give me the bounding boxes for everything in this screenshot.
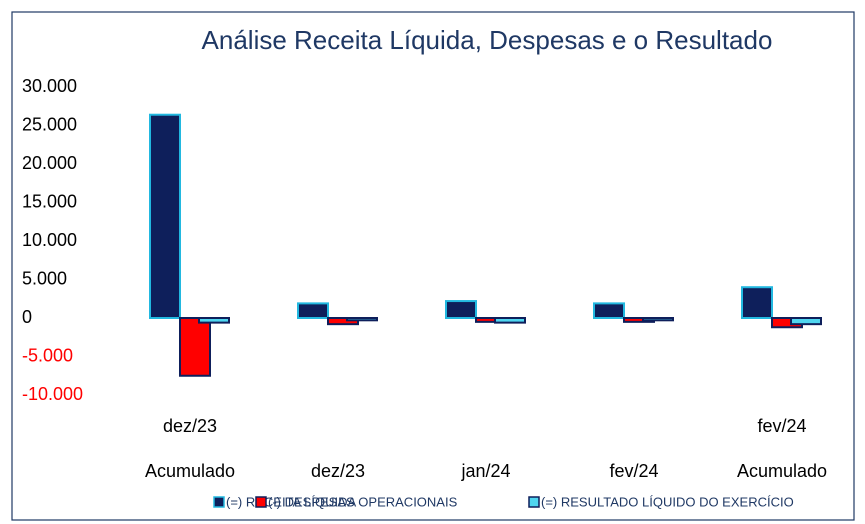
legend-swatch: [255, 496, 267, 508]
legend-swatch: [213, 496, 225, 508]
y-tick-label: 10.000: [22, 230, 77, 250]
bar: [149, 113, 181, 319]
bar: [642, 317, 674, 322]
y-tick-label: -10.000: [22, 384, 83, 404]
bar: [445, 300, 477, 319]
bar: [297, 302, 329, 319]
x-tick-label: dez/23: [311, 461, 365, 481]
bar: [790, 317, 822, 326]
legend-label: (=) RESULTADO LÍQUIDO DO EXERCÍCIO: [541, 494, 794, 509]
chart-title: Análise Receita Líquida, Despesas e o Re…: [202, 25, 773, 55]
x-tick-label: fev/24: [609, 461, 658, 481]
y-tick-label: 5.000: [22, 268, 67, 288]
bar: [741, 286, 773, 320]
bar: [346, 317, 378, 322]
chart-frame: [11, 11, 855, 521]
y-tick-label: 25.000: [22, 114, 77, 134]
x-tick-label: jan/24: [460, 461, 510, 481]
bar: [198, 317, 230, 324]
bar: [494, 317, 526, 324]
bar: [593, 302, 625, 319]
x-tick-label: dez/23: [163, 416, 217, 436]
y-tick-label: -5.000: [22, 345, 73, 365]
x-tick-label: Acumulado: [737, 461, 827, 481]
y-tick-label: 30.000: [22, 76, 77, 96]
bar: [179, 317, 211, 377]
legend-swatch: [528, 496, 540, 508]
x-tick-label: fev/24: [757, 416, 806, 436]
y-tick-label: 0: [22, 307, 32, 327]
y-tick-label: 15.000: [22, 191, 77, 211]
x-tick-label: Acumulado: [145, 461, 235, 481]
y-tick-label: 20.000: [22, 153, 77, 173]
legend-label: (-) DESPESAS OPERACIONAIS: [268, 494, 458, 509]
